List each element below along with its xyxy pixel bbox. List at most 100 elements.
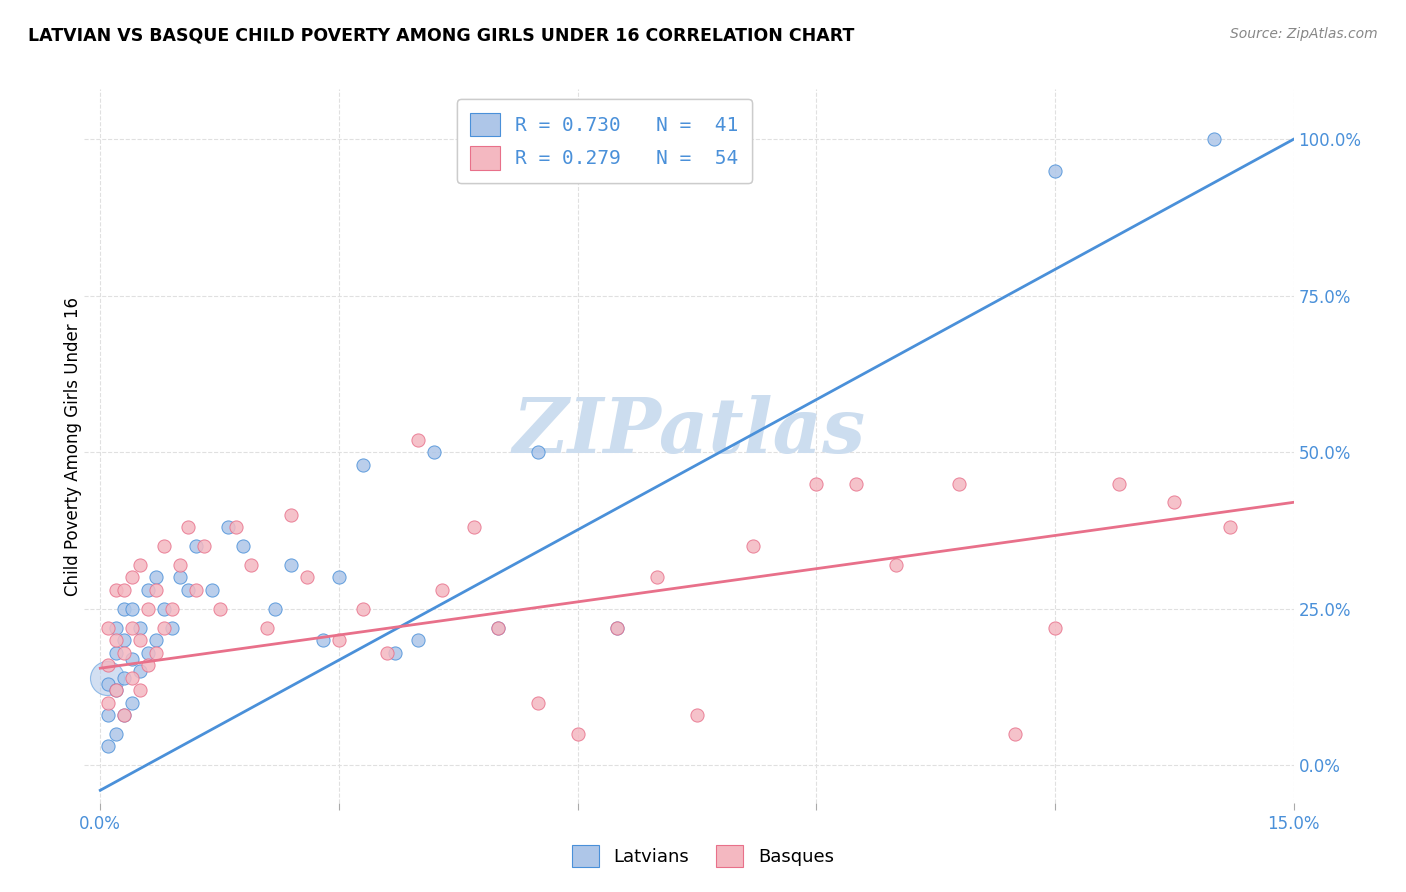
Point xyxy=(145,646,167,660)
Point xyxy=(129,683,152,698)
Point xyxy=(97,621,120,635)
Point xyxy=(136,582,159,597)
Point xyxy=(280,558,302,572)
Point xyxy=(129,558,152,572)
Point xyxy=(225,520,247,534)
Point xyxy=(153,621,176,635)
Point xyxy=(97,708,120,723)
Point xyxy=(160,621,183,635)
Point xyxy=(1108,476,1130,491)
Point xyxy=(264,601,287,615)
Point xyxy=(112,646,135,660)
Point xyxy=(217,520,239,534)
Point xyxy=(432,582,454,597)
Point xyxy=(352,601,374,615)
Point xyxy=(105,621,128,635)
Point xyxy=(312,633,335,648)
Point xyxy=(129,621,152,635)
Point xyxy=(463,520,485,534)
Point xyxy=(527,696,550,710)
Point xyxy=(169,558,191,572)
Point xyxy=(160,601,183,615)
Point xyxy=(169,570,191,584)
Point xyxy=(153,539,176,553)
Point xyxy=(105,633,128,648)
Point xyxy=(96,671,118,685)
Point xyxy=(97,696,120,710)
Point xyxy=(948,476,970,491)
Point xyxy=(105,582,128,597)
Point xyxy=(105,727,128,741)
Point xyxy=(486,621,509,635)
Point xyxy=(527,445,550,459)
Point xyxy=(741,539,763,553)
Point xyxy=(105,683,128,698)
Point xyxy=(177,582,200,597)
Point xyxy=(121,601,143,615)
Point xyxy=(1202,132,1225,146)
Point xyxy=(1219,520,1241,534)
Point xyxy=(686,708,709,723)
Point xyxy=(295,570,318,584)
Point xyxy=(121,696,143,710)
Point xyxy=(486,621,509,635)
Point xyxy=(136,601,159,615)
Point xyxy=(97,739,120,754)
Point xyxy=(806,476,828,491)
Point xyxy=(884,558,907,572)
Point xyxy=(328,633,350,648)
Point xyxy=(112,708,135,723)
Point xyxy=(256,621,278,635)
Point xyxy=(112,708,135,723)
Text: Source: ZipAtlas.com: Source: ZipAtlas.com xyxy=(1230,27,1378,41)
Point xyxy=(129,633,152,648)
Point xyxy=(97,658,120,673)
Point xyxy=(408,433,430,447)
Point xyxy=(845,476,868,491)
Point xyxy=(201,582,224,597)
Point xyxy=(1004,727,1026,741)
Point xyxy=(129,665,152,679)
Point xyxy=(112,601,135,615)
Point xyxy=(105,646,128,660)
Point xyxy=(112,633,135,648)
Point xyxy=(136,646,159,660)
Point xyxy=(145,582,167,597)
Point xyxy=(121,570,143,584)
Point xyxy=(1043,621,1066,635)
Point xyxy=(112,671,135,685)
Point xyxy=(375,646,398,660)
Point xyxy=(328,570,350,584)
Point xyxy=(105,683,128,698)
Point xyxy=(121,652,143,666)
Point xyxy=(177,520,200,534)
Point xyxy=(208,601,231,615)
Point xyxy=(606,621,628,635)
Point xyxy=(121,671,143,685)
Point xyxy=(384,646,406,660)
Legend: Latvians, Basques: Latvians, Basques xyxy=(565,838,841,874)
Point xyxy=(645,570,668,584)
Point xyxy=(112,582,135,597)
Point xyxy=(606,621,628,635)
Point xyxy=(408,633,430,648)
Point xyxy=(1163,495,1185,509)
Text: LATVIAN VS BASQUE CHILD POVERTY AMONG GIRLS UNDER 16 CORRELATION CHART: LATVIAN VS BASQUE CHILD POVERTY AMONG GI… xyxy=(28,27,855,45)
Point xyxy=(136,658,159,673)
Text: ZIPatlas: ZIPatlas xyxy=(512,395,866,468)
Point xyxy=(145,633,167,648)
Point xyxy=(184,582,207,597)
Point xyxy=(121,621,143,635)
Point xyxy=(240,558,263,572)
Point xyxy=(145,570,167,584)
Point xyxy=(567,727,589,741)
Point xyxy=(1043,163,1066,178)
Point xyxy=(352,458,374,472)
Legend: R = 0.730   N =  41, R = 0.279   N =  54: R = 0.730 N = 41, R = 0.279 N = 54 xyxy=(457,99,752,184)
Y-axis label: Child Poverty Among Girls Under 16: Child Poverty Among Girls Under 16 xyxy=(65,296,82,596)
Point xyxy=(184,539,207,553)
Point xyxy=(232,539,254,553)
Point xyxy=(97,677,120,691)
Point xyxy=(153,601,176,615)
Point xyxy=(280,508,302,522)
